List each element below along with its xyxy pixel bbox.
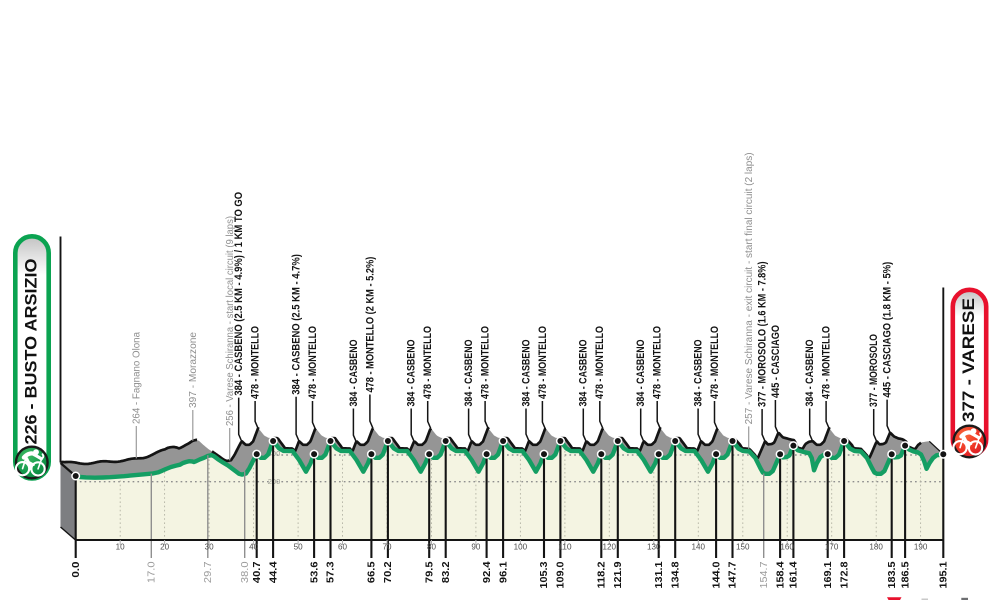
svg-text:377 - VARESE: 377 - VARESE (960, 298, 978, 422)
svg-text:384 - CASBENO (2.5 KM - 4.7%): 384 - CASBENO (2.5 KM - 4.7%) (291, 254, 303, 395)
svg-text:384 - CASBENO: 384 - CASBENO (463, 339, 475, 406)
svg-text:384 - CASBENO: 384 - CASBENO (804, 339, 816, 406)
svg-text:40: 40 (249, 543, 259, 552)
svg-text:140: 140 (692, 543, 706, 552)
svg-text:79.5: 79.5 (424, 561, 435, 583)
svg-text:478 - MONTELLO: 478 - MONTELLO (709, 326, 721, 399)
svg-text:10: 10 (116, 543, 126, 552)
svg-text:121.9: 121.9 (613, 561, 624, 588)
svg-text:190: 190 (914, 543, 928, 552)
svg-text:80: 80 (427, 543, 437, 552)
svg-text:70: 70 (383, 543, 393, 552)
svg-text:57.3: 57.3 (326, 561, 337, 583)
svg-text:478 - MONTELLO: 478 - MONTELLO (594, 326, 606, 399)
svg-text:183.5: 183.5 (887, 561, 898, 588)
svg-text:109.0: 109.0 (556, 561, 567, 588)
svg-text:110: 110 (558, 543, 572, 552)
svg-text:195.1: 195.1 (939, 561, 950, 588)
svg-text:160: 160 (780, 543, 794, 552)
svg-text:120: 120 (603, 543, 617, 552)
svg-text:134.8: 134.8 (670, 561, 681, 588)
svg-text:70.2: 70.2 (383, 561, 394, 583)
svg-text:83.2: 83.2 (441, 561, 452, 583)
svg-text:256 - Varese Schiranna - start: 256 - Varese Schiranna - start local cir… (225, 216, 236, 426)
svg-text:384 - CASBENO: 384 - CASBENO (348, 339, 360, 406)
svg-text:92.4: 92.4 (482, 561, 493, 583)
svg-text:44.4: 44.4 (268, 561, 279, 583)
svg-text:226 - BUSTO ARSIZIO: 226 - BUSTO ARSIZIO (23, 258, 41, 444)
svg-text:53.6: 53.6 (309, 561, 320, 583)
svg-text:105.3: 105.3 (539, 561, 550, 588)
svg-text:154.7: 154.7 (759, 561, 770, 588)
svg-text:17.0: 17.0 (147, 561, 158, 583)
svg-text:118.2: 118.2 (597, 561, 608, 588)
svg-text:150: 150 (736, 543, 750, 552)
svg-text:170: 170 (825, 543, 839, 552)
svg-text:384 - CASBENO: 384 - CASBENO (635, 339, 647, 406)
svg-text:0.0: 0.0 (71, 561, 82, 578)
svg-text:20: 20 (160, 543, 170, 552)
svg-text:130: 130 (647, 543, 661, 552)
svg-text:158.4: 158.4 (775, 561, 786, 588)
svg-text:90: 90 (471, 543, 481, 552)
svg-text:100: 100 (514, 543, 528, 552)
svg-text:172.8: 172.8 (839, 561, 850, 588)
svg-text:30: 30 (205, 543, 215, 552)
svg-text:180: 180 (869, 543, 883, 552)
svg-text:38.0: 38.0 (240, 561, 251, 583)
svg-text:29.7: 29.7 (203, 561, 214, 583)
svg-text:384 - CASBENO: 384 - CASBENO (406, 339, 418, 406)
svg-text:478 - MONTELLO: 478 - MONTELLO (480, 326, 492, 399)
svg-text:384 - CASBENO (2.5 KM - 4.9%): 384 - CASBENO (2.5 KM - 4.9%) / 1 KM TO … (233, 192, 245, 396)
svg-text:264 - Fagnano Olona: 264 - Fagnano Olona (132, 332, 143, 424)
svg-text:186.5: 186.5 (900, 561, 911, 588)
svg-text:478 - MONTELLO: 478 - MONTELLO (307, 326, 319, 399)
svg-text:377 - MOROSOLO (1.6 KM - 7.8%): 377 - MOROSOLO (1.6 KM - 7.8%) (757, 261, 769, 407)
svg-text:478 - MONTELLO: 478 - MONTELLO (821, 326, 833, 399)
svg-text:478 - MONTELLO: 478 - MONTELLO (652, 326, 664, 399)
svg-text:397 - Morazzone: 397 - Morazzone (188, 332, 199, 408)
svg-text:445 - CASCIAGO: 445 - CASCIAGO (770, 325, 782, 398)
svg-text:478 - MONTELLO: 478 - MONTELLO (537, 326, 549, 399)
svg-text:169.1: 169.1 (823, 561, 834, 588)
svg-text:66.5: 66.5 (367, 561, 378, 583)
svg-text:257 - Varese Schiranna - exit: 257 - Varese Schiranna - exit circuit - … (744, 152, 755, 424)
svg-text:131.1: 131.1 (654, 561, 665, 588)
svg-text:445 - CASCIAGO (1.8 KM - 5%): 445 - CASCIAGO (1.8 KM - 5%) (882, 262, 894, 398)
svg-text:384 - CASBENO: 384 - CASBENO (520, 339, 532, 406)
svg-text:478 - MONTELLO: 478 - MONTELLO (422, 326, 434, 399)
svg-text:384 - CASBENO: 384 - CASBENO (578, 339, 590, 406)
svg-text:50: 50 (294, 543, 304, 552)
svg-text:147.7: 147.7 (728, 561, 739, 588)
svg-text:144.0: 144.0 (711, 561, 722, 588)
svg-text:60: 60 (338, 543, 348, 552)
svg-text:40.7: 40.7 (252, 561, 263, 583)
svg-text:384 - CASBENO: 384 - CASBENO (693, 339, 705, 406)
svg-text:377 - MOROSOLO: 377 - MOROSOLO (868, 334, 880, 407)
svg-text:478 - MONTELLO (2 KM - 5.2%): 478 - MONTELLO (2 KM - 5.2%) (364, 256, 376, 392)
svg-text:96.1: 96.1 (498, 561, 509, 583)
svg-text:478 - MONTELLO: 478 - MONTELLO (250, 326, 262, 399)
svg-text:161.4: 161.4 (789, 561, 800, 588)
